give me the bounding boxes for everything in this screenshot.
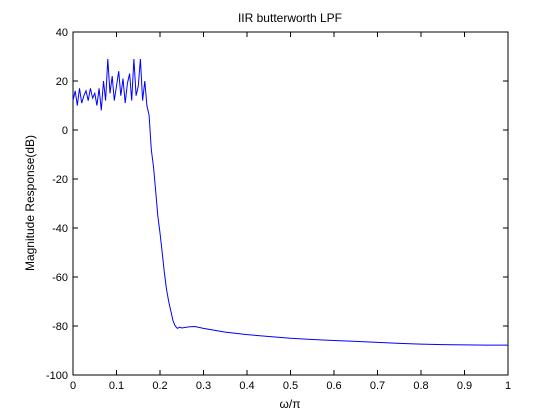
x-tick-label: 0.4 <box>239 380 254 392</box>
y-tick-label: 0 <box>62 125 68 137</box>
y-tick-label: -60 <box>52 272 68 284</box>
y-tick-label: -20 <box>52 174 68 186</box>
x-tick-label: 0.3 <box>196 380 211 392</box>
x-tick-labels: 0 0.1 0.2 0.3 0.4 0.5 0.6 0.7 0.8 0.9 1 <box>70 380 511 392</box>
x-tick-label: 1 <box>505 380 511 392</box>
y-tick-label: 20 <box>56 76 68 88</box>
series-line <box>72 58 508 346</box>
x-tick-label: 0 <box>70 380 76 392</box>
x-tick-label: 0.5 <box>283 380 298 392</box>
x-tick-label: 0.6 <box>326 380 341 392</box>
chart-title: IIR butterworth LPF <box>238 11 342 25</box>
y-axis-label: Magnitude Response(dB) <box>23 135 37 271</box>
x-tick-label: 0.1 <box>109 380 124 392</box>
y-tick-label: -80 <box>52 321 68 333</box>
x-tick-label: 0.9 <box>457 380 472 392</box>
x-axis-label: ω/π <box>280 397 301 411</box>
axis-ticks <box>72 31 509 376</box>
y-tick-label: -40 <box>52 223 68 235</box>
y-tick-label: -100 <box>46 370 68 382</box>
y-tick-labels: 40 20 0 -20 -40 -60 -80 -100 <box>46 27 68 382</box>
y-tick-label: 40 <box>56 27 68 39</box>
x-tick-label: 0.8 <box>413 380 428 392</box>
x-tick-label: 0.2 <box>152 380 167 392</box>
x-tick-label: 0.7 <box>370 380 385 392</box>
